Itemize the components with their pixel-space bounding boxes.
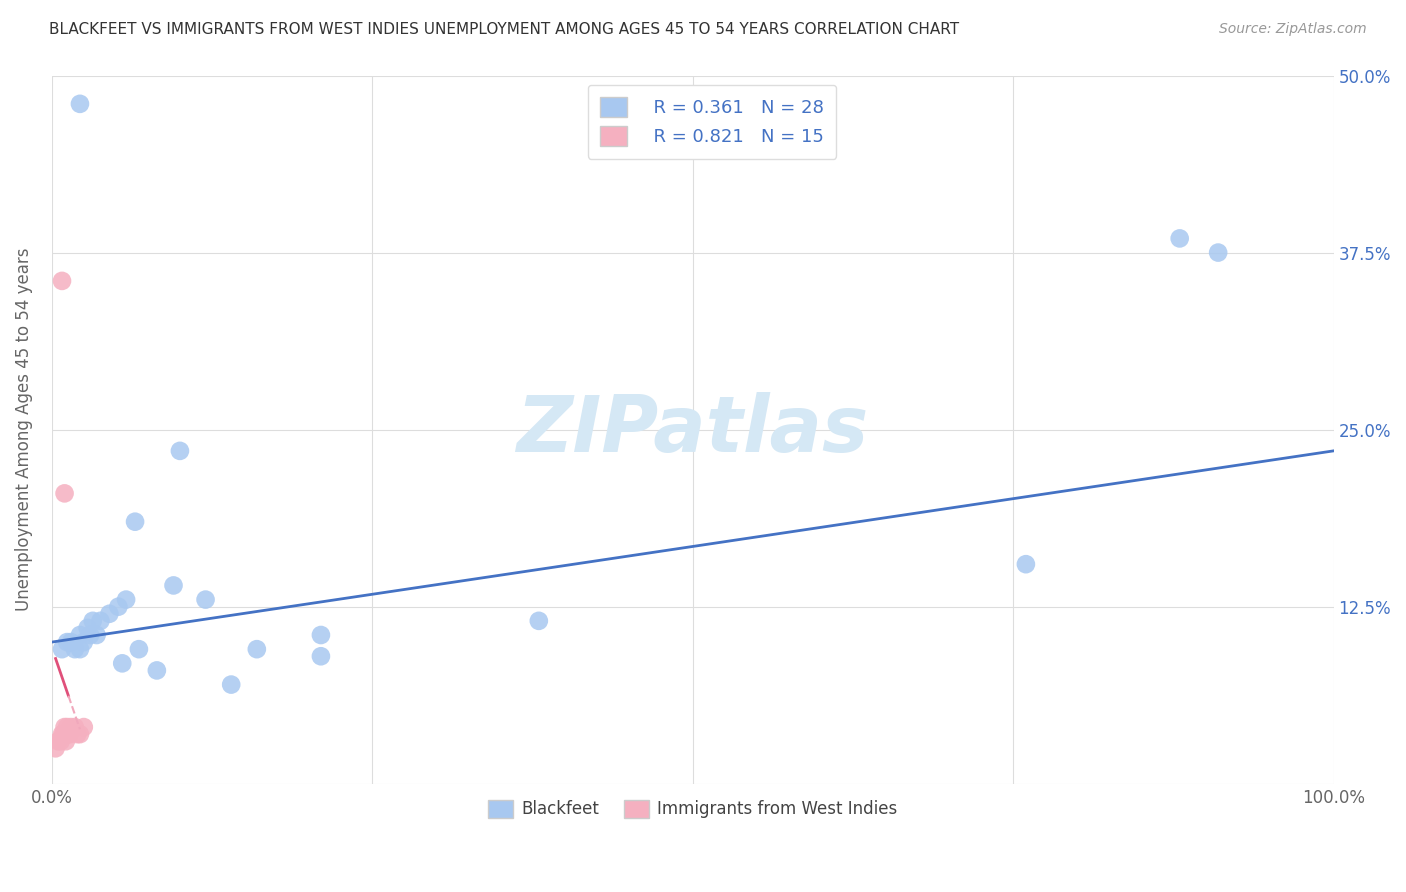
Point — [107, 599, 129, 614]
Point — [69, 96, 91, 111]
Text: Source: ZipAtlas.com: Source: ZipAtlas.com — [1219, 22, 1367, 37]
Point — [53, 720, 76, 734]
Point — [98, 607, 121, 621]
Point — [219, 677, 242, 691]
Point — [69, 727, 91, 741]
Point — [162, 578, 184, 592]
Point — [51, 727, 73, 741]
Point — [124, 515, 146, 529]
Point — [194, 592, 217, 607]
Y-axis label: Unemployment Among Ages 45 to 54 years: Unemployment Among Ages 45 to 54 years — [15, 248, 32, 611]
Point — [56, 720, 79, 734]
Point — [73, 635, 96, 649]
Point — [58, 727, 80, 741]
Point — [53, 486, 76, 500]
Point — [52, 727, 75, 741]
Point — [1206, 245, 1229, 260]
Point — [73, 720, 96, 734]
Point — [111, 657, 134, 671]
Point — [45, 741, 67, 756]
Text: BLACKFEET VS IMMIGRANTS FROM WEST INDIES UNEMPLOYMENT AMONG AGES 45 TO 54 YEARS : BLACKFEET VS IMMIGRANTS FROM WEST INDIES… — [49, 22, 959, 37]
Point — [86, 628, 108, 642]
Point — [69, 628, 91, 642]
Point — [59, 635, 82, 649]
Point — [69, 642, 91, 657]
Point — [59, 720, 82, 734]
Legend: Blackfeet, Immigrants from West Indies: Blackfeet, Immigrants from West Indies — [481, 793, 904, 825]
Point — [51, 642, 73, 657]
Point — [51, 274, 73, 288]
Point — [49, 734, 72, 748]
Point — [527, 614, 550, 628]
Point — [63, 720, 86, 734]
Point — [76, 621, 98, 635]
Point — [63, 642, 86, 657]
Point — [59, 727, 82, 741]
Point — [55, 734, 77, 748]
Point — [128, 642, 150, 657]
Point — [1015, 557, 1038, 571]
Point — [46, 734, 69, 748]
Point — [246, 642, 269, 657]
Point — [309, 628, 332, 642]
Point — [56, 635, 79, 649]
Point — [1168, 231, 1191, 245]
Point — [309, 649, 332, 664]
Point — [82, 614, 104, 628]
Point — [115, 592, 138, 607]
Point — [169, 443, 191, 458]
Point — [66, 727, 89, 741]
Point — [79, 628, 101, 642]
Point — [89, 614, 111, 628]
Point — [146, 664, 169, 678]
Text: ZIPatlas: ZIPatlas — [516, 392, 869, 467]
